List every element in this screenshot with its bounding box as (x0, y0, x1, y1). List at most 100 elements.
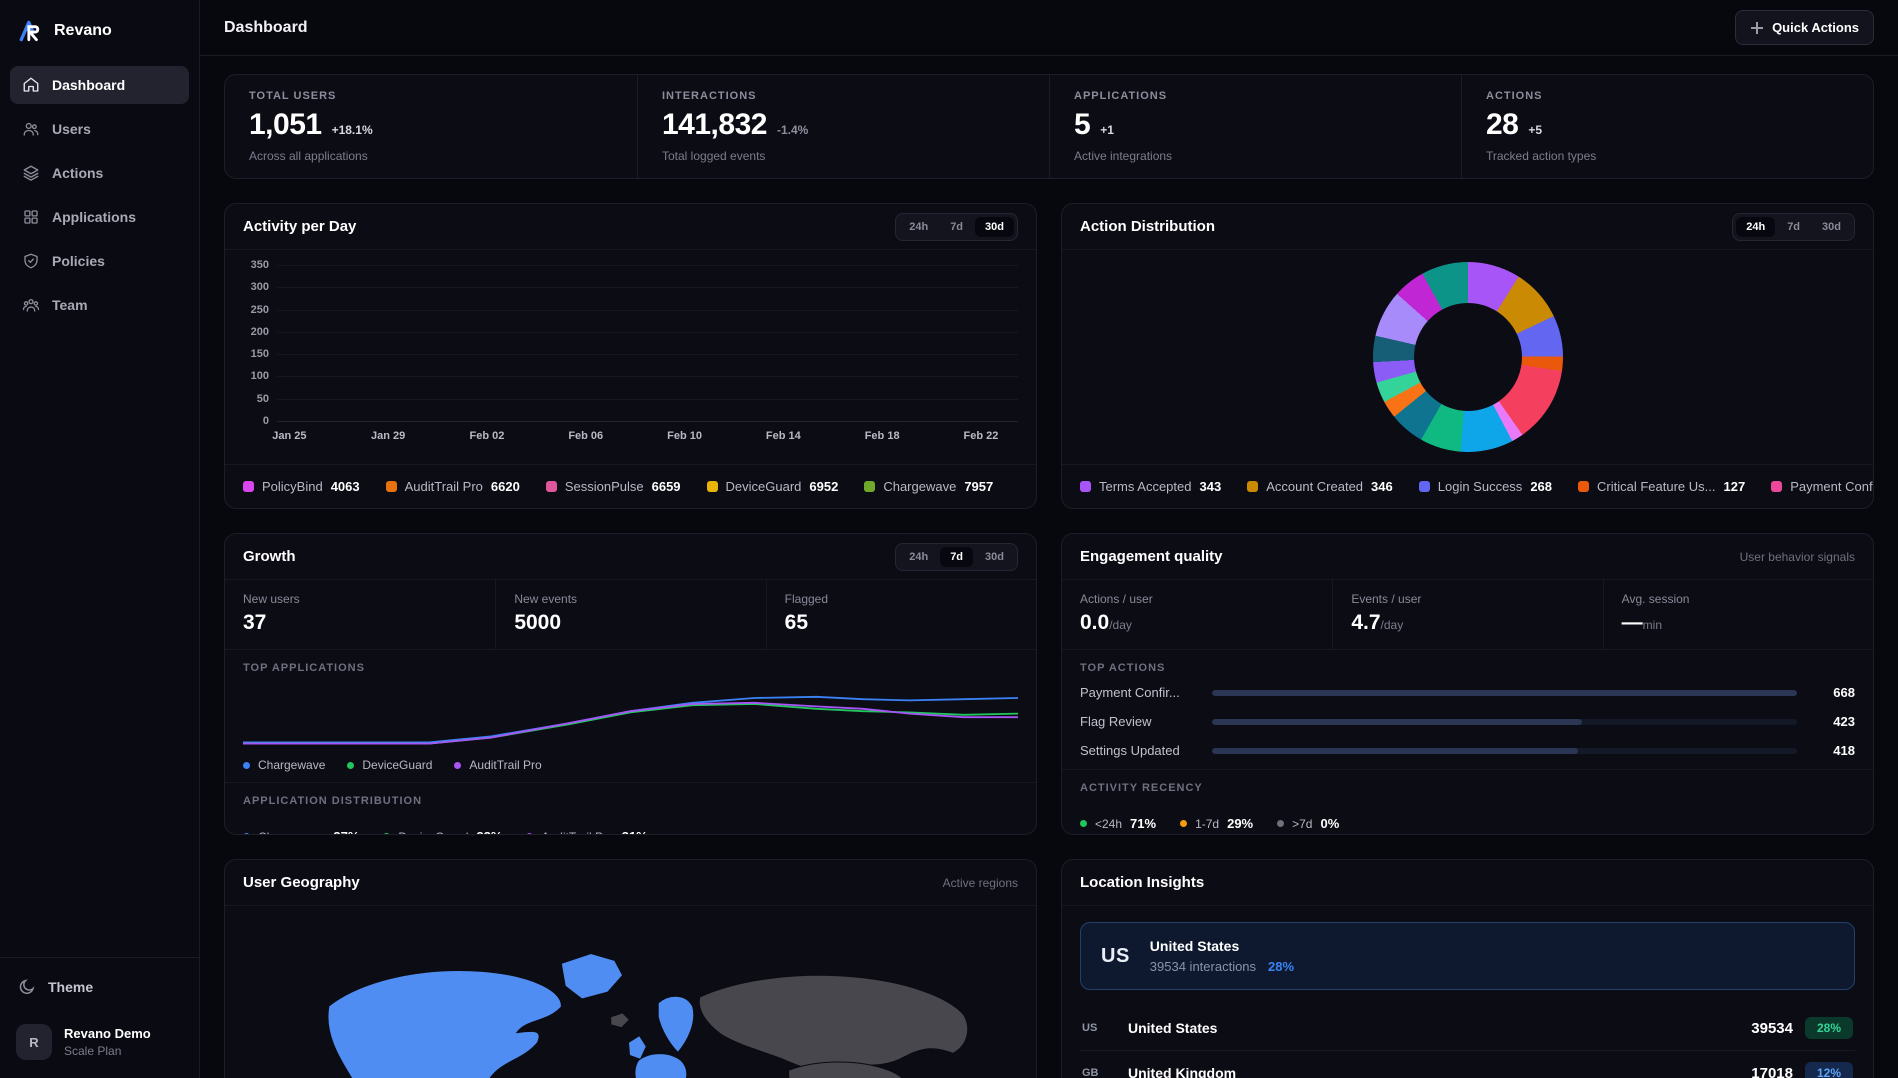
line-audittrail-pro (243, 703, 1018, 744)
action-range-toggle: 24h7d30d (1732, 213, 1855, 241)
stat-events-user: Events / user4.7/day (1332, 580, 1602, 649)
kpi-label: ACTIONS (1486, 90, 1849, 102)
kpi-value: 28 (1486, 108, 1518, 142)
range-7d[interactable]: 7d (940, 547, 973, 567)
stat-unit: /day (1109, 618, 1132, 632)
top-action-bar (1212, 748, 1797, 754)
legend-swatch (243, 481, 254, 492)
theme-toggle[interactable]: Theme (16, 972, 183, 1002)
kpi-label: APPLICATIONS (1074, 90, 1437, 102)
legend-item-critical-feature-us-: Critical Feature Us...127 (1578, 479, 1745, 494)
main-area: TOTAL USERS1,051+18.1%Across all applica… (200, 56, 1898, 1078)
x-tick-label: Feb 18 (865, 430, 900, 442)
legend-label: Chargewave (258, 758, 325, 772)
featured-location-card[interactable]: US United States 39534 interactions 28% (1080, 922, 1855, 990)
range-24h[interactable]: 24h (1736, 217, 1775, 237)
sidebar-item-dashboard[interactable]: Dashboard (10, 66, 189, 104)
sidebar-item-policies[interactable]: Policies (10, 242, 189, 280)
legend-item-deviceguard: DeviceGuard (347, 758, 432, 772)
kpi-delta: +18.1% (332, 123, 373, 137)
y-tick-label: 0 (263, 415, 269, 427)
kpi-subtitle: Total logged events (662, 149, 1025, 163)
map-greenland (561, 954, 622, 999)
legend-item--7d: >7d0% (1277, 816, 1339, 831)
legend-item-terms-accepted: Terms Accepted343 (1080, 479, 1221, 494)
account-card[interactable]: R Revano Demo Scale Plan (16, 1024, 183, 1060)
grid-icon (22, 208, 40, 226)
activity-title: Activity per Day (243, 218, 356, 235)
activity-recency-label: ACTIVITY RECENCY (1062, 770, 1873, 798)
stat-label: New events (514, 592, 747, 606)
legend-label: DeviceGuard (726, 479, 802, 494)
sidebar-item-team[interactable]: Team (10, 286, 189, 324)
application-distribution-label: APPLICATION DISTRIBUTION (225, 783, 1036, 811)
legend-label: Chargewave (883, 479, 956, 494)
engagement-stats: Actions / user0.0/dayEvents / user4.7/da… (1062, 580, 1873, 650)
sidebar-item-actions[interactable]: Actions (10, 154, 189, 192)
growth-title: Growth (243, 548, 296, 565)
range-7d[interactable]: 7d (1777, 217, 1810, 237)
user-geography-card: User Geography Active regions (224, 859, 1037, 1078)
account-name: Revano Demo (64, 1026, 151, 1041)
legend-item-payment-confirmed: Payment Confirmed (1771, 479, 1873, 494)
range-30d[interactable]: 30d (975, 217, 1014, 237)
legend-item-audittrail-pro: AuditTrail Pro6620 (386, 479, 520, 494)
map-north-america (328, 971, 561, 1078)
legend-item-1-7d: 1-7d29% (1180, 816, 1253, 831)
legend-swatch (707, 481, 718, 492)
team-icon (22, 296, 40, 314)
legend-swatch (1578, 481, 1589, 492)
top-action-value: 418 (1811, 743, 1855, 758)
legend-value: 37% (333, 829, 359, 835)
kpi-value: 141,832 (662, 108, 767, 142)
kpi-subtitle: Active integrations (1074, 149, 1437, 163)
featured-country-code: US (1101, 945, 1130, 968)
legend-label: AuditTrail Pro (405, 479, 483, 494)
legend-swatch (1419, 481, 1430, 492)
sidebar-item-label: Policies (52, 253, 105, 269)
stat-value: 4.7/day (1351, 611, 1584, 635)
legend-value: 32% (476, 829, 502, 835)
legend-dot (526, 833, 533, 835)
sidebar: Revano DashboardUsersActionsApplications… (0, 0, 200, 1078)
legend-value: 268 (1530, 479, 1552, 494)
world-map[interactable] (225, 906, 1036, 1078)
location-insights-title: Location Insights (1080, 874, 1204, 891)
featured-interactions: 39534 interactions (1150, 959, 1256, 974)
range-24h[interactable]: 24h (899, 217, 938, 237)
location-row-us[interactable]: USUnited States3953428% (1080, 1006, 1855, 1051)
stat-label: Avg. session (1622, 592, 1855, 606)
plus-icon (1750, 21, 1764, 35)
legend-label: PolicyBind (262, 479, 323, 494)
stat-new-users: New users37 (225, 580, 495, 649)
legend-value: 31% (622, 829, 648, 835)
range-30d[interactable]: 30d (1812, 217, 1851, 237)
top-header: Dashboard Quick Actions (200, 0, 1898, 56)
sidebar-item-label: Team (52, 297, 88, 313)
sidebar-item-label: Dashboard (52, 77, 125, 93)
location-row-gb[interactable]: GBUnited Kingdom1701812% (1080, 1051, 1855, 1078)
legend-dot (1080, 820, 1087, 827)
legend-swatch (864, 481, 875, 492)
range-24h[interactable]: 24h (899, 547, 938, 567)
sidebar-item-users[interactable]: Users (10, 110, 189, 148)
kpi-subtitle: Tracked action types (1486, 149, 1849, 163)
kpi-actions: ACTIONS28+5Tracked action types (1461, 75, 1873, 178)
top-action-label: Settings Updated (1080, 743, 1198, 758)
top-applications-legend: ChargewaveDeviceGuardAuditTrail Pro (225, 752, 1036, 782)
legend-item-account-created: Account Created346 (1247, 479, 1393, 494)
shield-icon (22, 252, 40, 270)
growth-card: Growth 24h7d30d New users37New events500… (224, 533, 1037, 835)
legend-item-deviceguard: DeviceGuard6952 (707, 479, 839, 494)
range-7d[interactable]: 7d (940, 217, 973, 237)
action-donut-chart[interactable] (1373, 262, 1563, 452)
legend-item-policybind: PolicyBind4063 (243, 479, 360, 494)
top-actions-label: TOP ACTIONS (1062, 650, 1873, 678)
x-tick-label: Feb 14 (766, 430, 801, 442)
legend-dot (383, 833, 390, 835)
legend-dot (454, 762, 461, 769)
sidebar-item-applications[interactable]: Applications (10, 198, 189, 236)
range-30d[interactable]: 30d (975, 547, 1014, 567)
quick-actions-button[interactable]: Quick Actions (1735, 10, 1874, 45)
location-insights-card: Location Insights US United States 39534… (1061, 859, 1874, 1078)
